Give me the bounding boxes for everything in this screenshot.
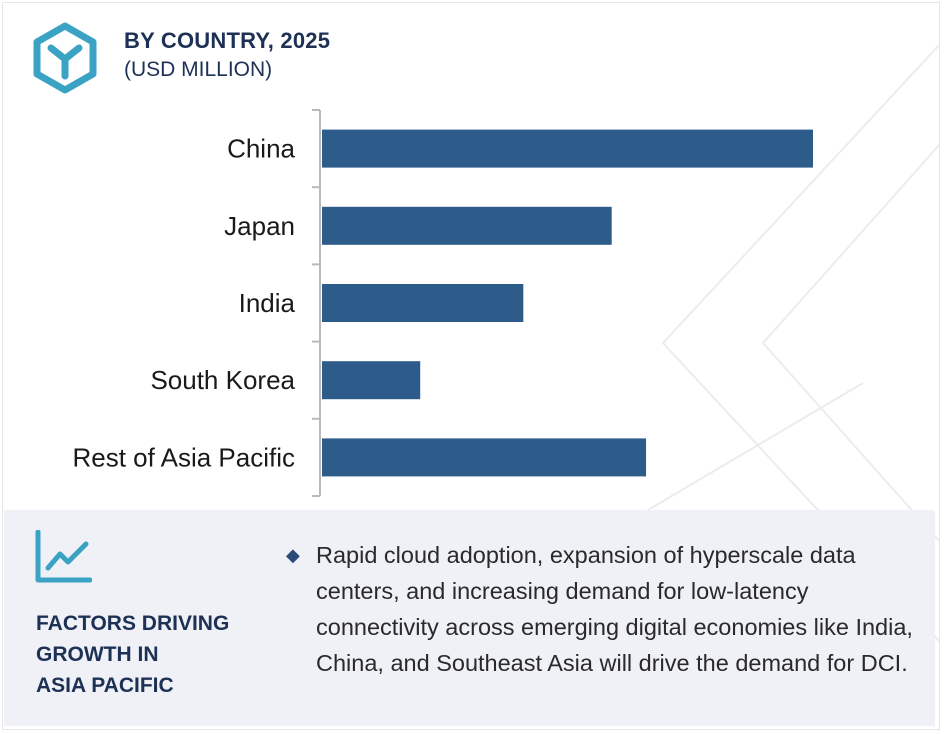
factors-title-line: ASIA PACIFIC — [36, 674, 174, 697]
factor-text: Rapid cloud adoption, expansion of hyper… — [316, 542, 913, 676]
bar-japan — [322, 206, 612, 245]
line-chart-icon — [35, 530, 92, 583]
chart-subtitle: (USD MILLION) — [124, 58, 273, 81]
bar-india — [322, 284, 524, 322]
bar-south-korea — [322, 361, 421, 400]
bar-china — [322, 129, 813, 168]
diamond-bullet-icon: ◆ — [286, 545, 300, 565]
factors-title: FACTORS DRIVING GROWTH IN ASIA PACIFIC — [36, 608, 266, 701]
chart-title: BY COUNTRY, 2025 — [124, 28, 331, 53]
factors-panel — [4, 510, 935, 726]
bar-chart: China Japan India South Korea Rest of Asia P… — [72, 109, 813, 497]
category-label: China — [227, 134, 295, 164]
category-label: India — [239, 288, 296, 318]
brand-hexagon-icon — [33, 22, 97, 94]
factors-title-line: GROWTH IN — [36, 643, 159, 666]
category-label: Japan — [224, 211, 295, 241]
factors-title-line: FACTORS DRIVING — [36, 612, 230, 635]
category-label: Rest of Asia Pacific — [72, 442, 295, 472]
bar-rest-of-asia-pacific — [322, 438, 647, 477]
category-label: South Korea — [150, 365, 295, 395]
